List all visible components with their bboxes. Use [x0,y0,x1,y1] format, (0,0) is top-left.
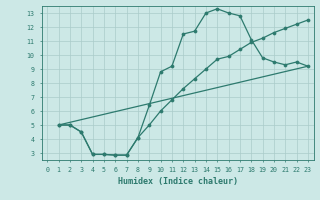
X-axis label: Humidex (Indice chaleur): Humidex (Indice chaleur) [118,177,237,186]
